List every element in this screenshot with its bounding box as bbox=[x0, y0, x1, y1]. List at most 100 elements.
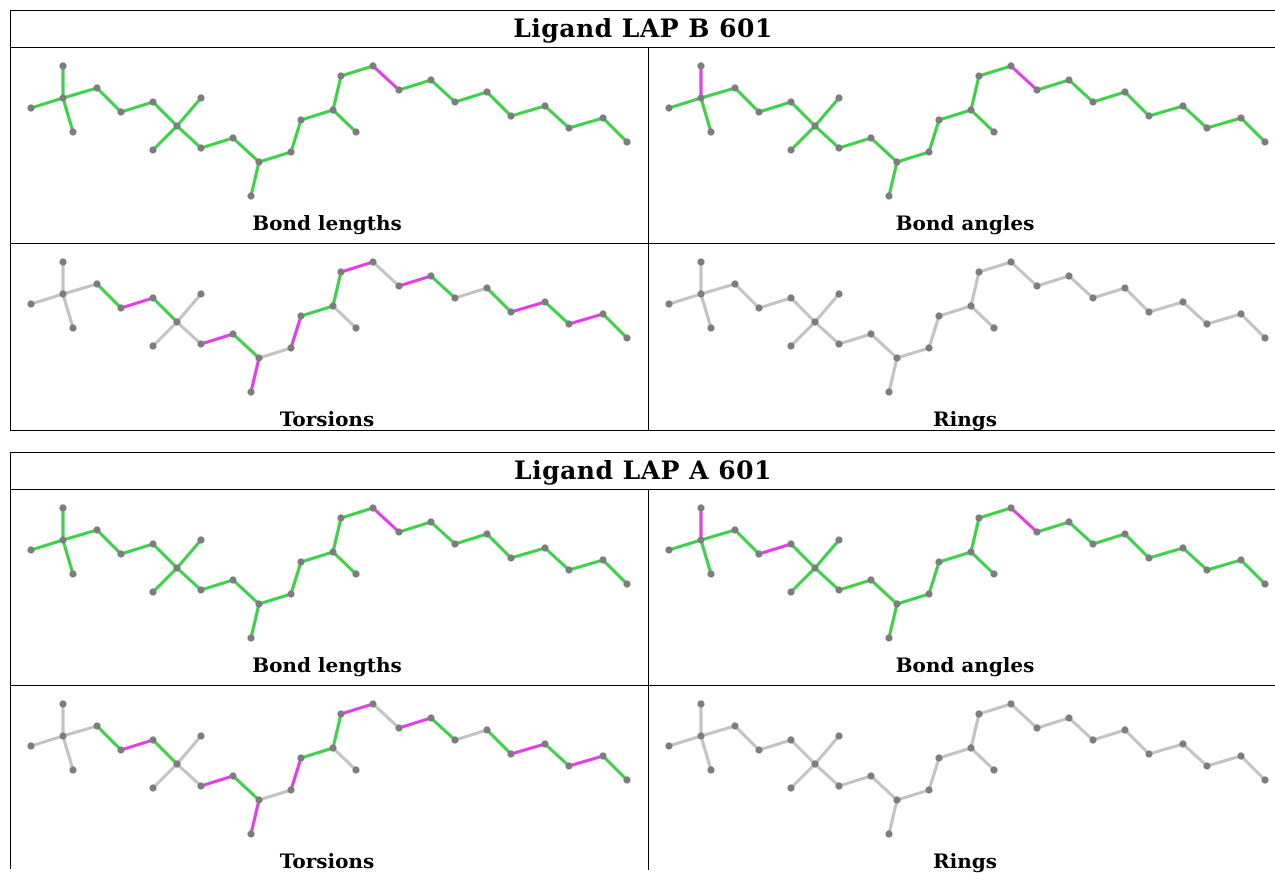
bond bbox=[29, 734, 65, 748]
bond bbox=[977, 702, 1013, 716]
bond bbox=[1091, 728, 1127, 742]
bond bbox=[895, 788, 931, 802]
bond bbox=[969, 108, 996, 134]
bond bbox=[887, 160, 899, 198]
bond bbox=[119, 296, 155, 310]
atom bbox=[925, 590, 933, 598]
bond bbox=[869, 774, 899, 802]
atom bbox=[665, 742, 673, 750]
atom bbox=[287, 786, 295, 794]
bond bbox=[667, 292, 703, 306]
bond bbox=[789, 566, 817, 594]
panel-caption: Bond angles bbox=[895, 653, 1035, 677]
atom bbox=[787, 98, 795, 106]
bond bbox=[567, 116, 605, 130]
bond bbox=[453, 728, 489, 742]
atom bbox=[835, 586, 843, 594]
ligand-title: Ligand LAP A 601 bbox=[514, 456, 772, 485]
bond bbox=[789, 738, 817, 766]
atom bbox=[975, 268, 983, 276]
bond bbox=[789, 320, 817, 348]
bond bbox=[231, 578, 261, 606]
bond bbox=[1181, 300, 1209, 326]
atom bbox=[1121, 726, 1129, 734]
atom bbox=[451, 540, 459, 548]
bond bbox=[339, 64, 375, 78]
atom bbox=[59, 700, 67, 708]
bond bbox=[231, 136, 261, 164]
atom bbox=[507, 750, 515, 758]
bond bbox=[61, 538, 75, 576]
atom bbox=[731, 526, 739, 534]
bond bbox=[371, 64, 401, 92]
atom bbox=[173, 564, 181, 572]
atom bbox=[1145, 750, 1153, 758]
bond bbox=[249, 356, 261, 394]
atom bbox=[352, 324, 360, 332]
atom bbox=[352, 766, 360, 774]
atom bbox=[69, 570, 77, 578]
bond bbox=[331, 270, 343, 308]
bond bbox=[969, 712, 981, 750]
atom bbox=[1203, 124, 1211, 132]
bond bbox=[509, 300, 547, 314]
atom bbox=[1007, 258, 1015, 266]
bond bbox=[699, 282, 737, 296]
atom bbox=[297, 558, 305, 566]
atom bbox=[352, 570, 360, 578]
bond bbox=[371, 702, 401, 730]
atom bbox=[197, 144, 205, 152]
atom bbox=[149, 294, 157, 302]
bond bbox=[1147, 742, 1185, 756]
bond bbox=[813, 734, 841, 766]
atom bbox=[835, 782, 843, 790]
atom bbox=[297, 312, 305, 320]
bond bbox=[699, 538, 713, 576]
bond bbox=[789, 542, 817, 570]
bond bbox=[429, 520, 457, 546]
bond bbox=[331, 74, 343, 112]
atom bbox=[835, 144, 843, 152]
molecule-diagram bbox=[27, 62, 631, 200]
bond bbox=[453, 90, 489, 104]
atom bbox=[755, 550, 763, 558]
atom bbox=[967, 302, 975, 310]
atom bbox=[27, 300, 35, 308]
title-divider bbox=[11, 489, 1275, 490]
bond bbox=[789, 762, 817, 790]
bond bbox=[397, 520, 433, 534]
atom bbox=[893, 600, 901, 608]
panel-bond-angles: Bond angles bbox=[649, 490, 1275, 686]
atom bbox=[835, 290, 843, 298]
bond bbox=[937, 108, 973, 122]
atom bbox=[1261, 580, 1269, 588]
atom bbox=[599, 310, 607, 318]
atom bbox=[329, 744, 337, 752]
bond bbox=[869, 332, 899, 360]
atom bbox=[1179, 740, 1187, 748]
panel-caption: Bond lengths bbox=[252, 211, 402, 235]
atom bbox=[247, 830, 255, 838]
bond bbox=[543, 742, 571, 768]
bond bbox=[61, 86, 99, 100]
bond bbox=[95, 528, 123, 556]
bond bbox=[895, 346, 931, 360]
atom bbox=[541, 740, 549, 748]
bond bbox=[151, 542, 179, 570]
atom bbox=[369, 504, 377, 512]
bond bbox=[887, 602, 899, 640]
atom bbox=[967, 548, 975, 556]
atom bbox=[395, 528, 403, 536]
bond bbox=[29, 96, 65, 110]
atom bbox=[255, 354, 263, 362]
atom bbox=[1203, 566, 1211, 574]
atom bbox=[835, 340, 843, 348]
bond bbox=[1181, 104, 1209, 130]
bond bbox=[1181, 742, 1209, 768]
panel-caption: Bond angles bbox=[895, 211, 1035, 235]
atom bbox=[27, 546, 35, 554]
bond bbox=[887, 356, 899, 394]
atom bbox=[59, 290, 67, 298]
atom bbox=[149, 98, 157, 106]
atom bbox=[935, 558, 943, 566]
